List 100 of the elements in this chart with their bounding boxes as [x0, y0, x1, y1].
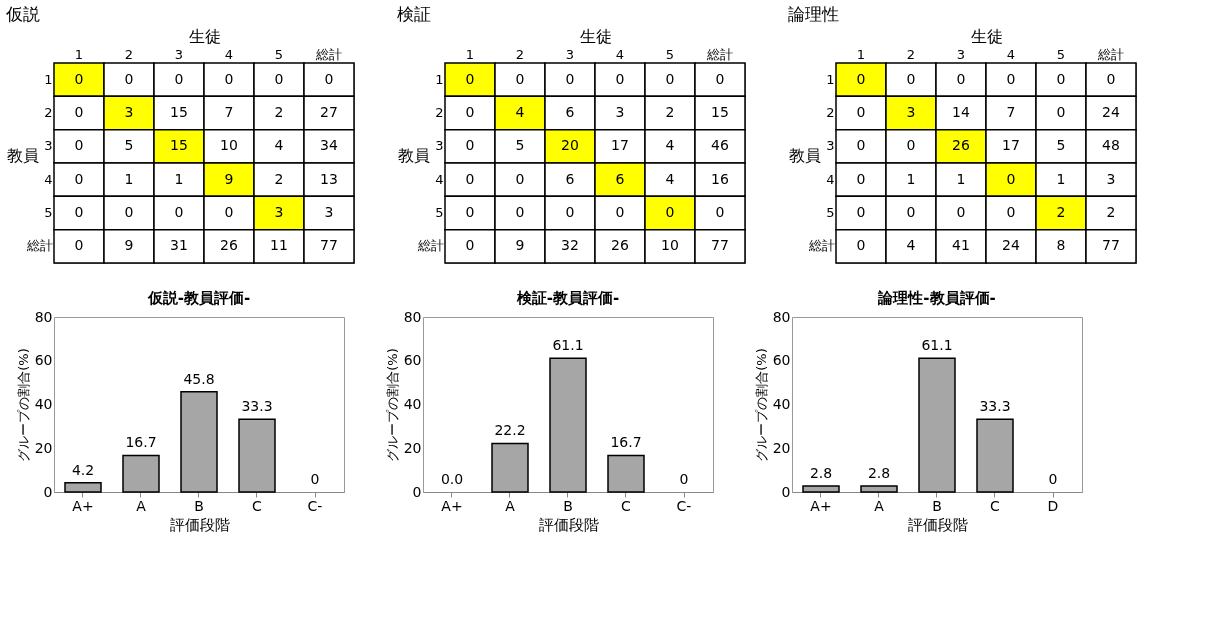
y-tick-label: 3	[435, 138, 444, 154]
data-label: 16.7	[125, 434, 157, 451]
data-label: 0	[906, 204, 916, 220]
data-label: 0	[465, 204, 475, 220]
x-axis-title: 生徒	[188, 26, 221, 46]
y-tick-label: 60	[34, 352, 53, 369]
data-label: 0	[274, 70, 284, 87]
data-label: 9	[224, 170, 234, 187]
data-label: 0	[515, 204, 525, 220]
data-label: 0.0	[440, 471, 464, 487]
data-label: 0	[515, 170, 525, 187]
y-tick-label: 総計	[807, 238, 835, 254]
data-label: 0	[615, 70, 625, 87]
data-label: 0	[465, 137, 475, 154]
data-label: 0	[906, 137, 916, 154]
bar	[607, 454, 645, 493]
data-label: 0	[224, 70, 234, 87]
data-label: 0	[1056, 104, 1066, 120]
y-tick-label: 40	[34, 396, 53, 412]
chart-title: 仮説	[5, 4, 40, 24]
data-label: 0	[74, 104, 84, 120]
y-tick-label: 4	[435, 171, 444, 187]
data-label: 27	[320, 104, 338, 120]
data-label: 1	[124, 170, 134, 187]
x-tick-label: 総計	[706, 46, 733, 62]
data-label: 10	[220, 137, 238, 154]
data-label: 31	[170, 237, 188, 254]
data-label: 16	[711, 170, 729, 187]
data-label: 0	[1006, 70, 1016, 87]
data-label: 2.8	[867, 464, 891, 481]
data-label: 9	[515, 237, 525, 254]
x-tick-label: 3	[174, 46, 184, 62]
x-axis-title: 生徒	[970, 26, 1003, 46]
data-label: 77	[1102, 237, 1120, 254]
x-tick-label: B	[563, 497, 573, 514]
y-tick-label: 5	[44, 205, 53, 220]
data-label: 0	[715, 70, 725, 87]
y-axis-title: グループの割合(%)	[384, 348, 400, 462]
y-tick-label: 4	[44, 171, 53, 187]
y-tick-label: 総計	[416, 238, 444, 254]
y-tick-label: 40	[772, 396, 791, 412]
data-label: 0	[956, 204, 966, 220]
x-tick-label: A	[136, 497, 147, 514]
chart-title: 論理性	[788, 4, 839, 24]
x-tick-label: 5	[274, 46, 284, 62]
y-tick-label: 4	[826, 171, 835, 187]
x-axis-title: 評価段階	[169, 515, 230, 534]
data-label: 0	[665, 70, 675, 87]
data-label: 48	[1102, 137, 1120, 154]
x-tick-label: 総計	[315, 46, 342, 62]
y-tick-label: 1	[826, 71, 835, 87]
x-tick-label: B	[932, 497, 942, 514]
data-label: 61.1	[921, 337, 953, 354]
data-label: 24	[1102, 104, 1120, 120]
data-label: 0	[324, 70, 334, 87]
data-label: 0	[124, 70, 134, 87]
data-label: 4	[515, 104, 525, 120]
x-axis-title: 評価段階	[538, 515, 599, 534]
x-tick-label: 1	[465, 46, 475, 62]
bar	[122, 454, 160, 493]
y-tick-label: 0	[781, 483, 791, 500]
data-label: 4	[665, 137, 675, 154]
y-tick-label: 0	[43, 483, 53, 500]
data-label: 0	[465, 237, 475, 254]
chart-title: 論理性-教員評価-	[877, 289, 996, 307]
bar	[860, 485, 898, 493]
data-label: 13	[320, 170, 338, 187]
y-tick-label: 20	[772, 439, 791, 456]
x-tick-label: C	[252, 497, 263, 514]
y-tick-label: 3	[826, 138, 835, 154]
data-label: 33.3	[241, 398, 273, 415]
x-tick-label: 4	[1006, 46, 1016, 62]
data-label: 45.8	[183, 370, 215, 387]
data-label: 77	[711, 237, 729, 254]
data-label: 0	[465, 70, 475, 87]
data-label: 41	[952, 237, 970, 254]
x-tick-label: C	[621, 497, 632, 514]
data-label: 0	[1106, 70, 1116, 87]
data-label: 24	[1002, 237, 1020, 254]
bar	[238, 418, 276, 493]
data-label: 3	[906, 104, 916, 120]
data-label: 0	[856, 170, 866, 187]
data-label: 17	[611, 137, 629, 154]
chart-title: 検証	[397, 4, 431, 24]
data-label: 0	[856, 137, 866, 154]
data-label: 3	[615, 104, 625, 120]
data-label: 0	[565, 204, 575, 220]
data-label: 5	[124, 137, 134, 154]
x-tick-label: 5	[1056, 46, 1066, 62]
y-tick-label: 総計	[25, 238, 53, 254]
data-label: 15	[711, 104, 729, 120]
data-label: 6	[565, 170, 575, 187]
data-label: 0	[74, 170, 84, 187]
x-tick-label: 2	[906, 46, 916, 62]
x-tick-label: A	[505, 497, 516, 514]
data-label: 3	[124, 104, 134, 120]
y-tick-label: 40	[403, 396, 422, 412]
data-label: 0	[515, 70, 525, 87]
y-tick-label: 80	[34, 308, 53, 325]
x-tick-label: A+	[441, 497, 463, 514]
